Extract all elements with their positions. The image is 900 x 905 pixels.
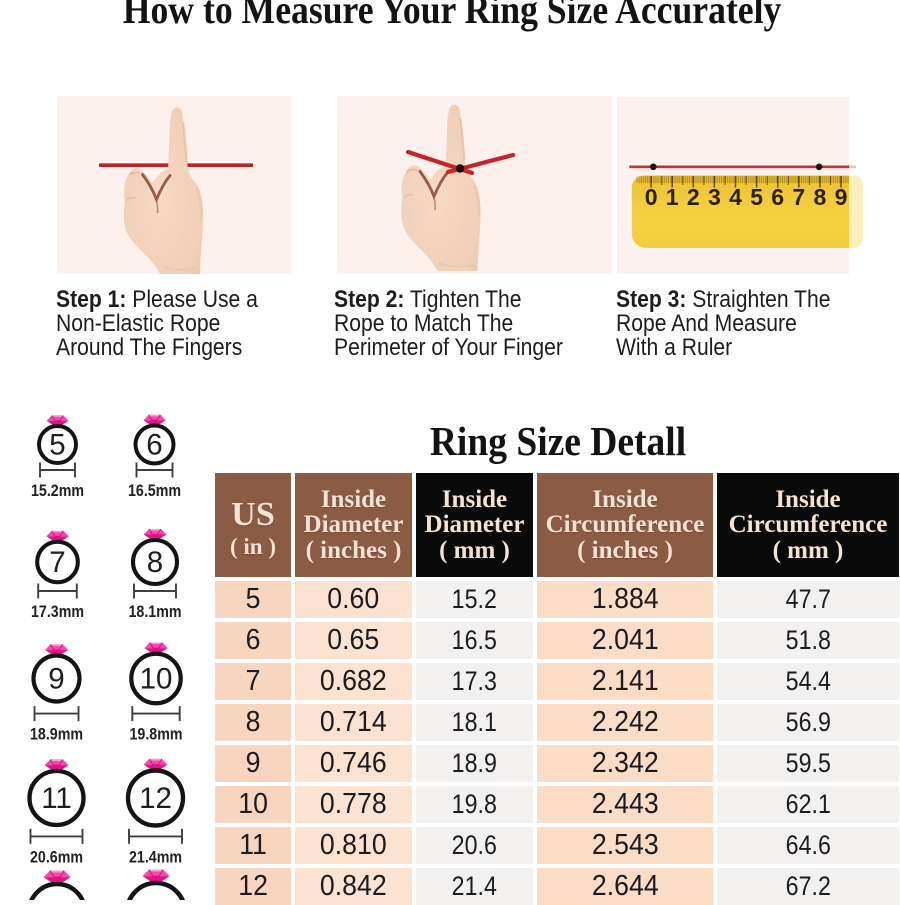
- svg-text:7: 7: [792, 184, 805, 210]
- svg-text:5: 5: [750, 184, 763, 210]
- svg-text:20.6mm: 20.6mm: [30, 848, 83, 866]
- svg-text:9: 9: [835, 184, 848, 210]
- svg-text:8: 8: [814, 184, 827, 210]
- svg-text:17.3mm: 17.3mm: [31, 603, 84, 621]
- svg-text:10: 10: [140, 663, 173, 696]
- svg-text:4: 4: [729, 184, 742, 210]
- svg-text:21.4mm: 21.4mm: [129, 848, 182, 866]
- svg-text:18.9mm: 18.9mm: [30, 726, 83, 744]
- svg-text:5: 5: [49, 429, 65, 462]
- svg-text:6: 6: [771, 184, 784, 210]
- svg-text:1: 1: [666, 184, 679, 210]
- svg-text:16.5mm: 16.5mm: [128, 482, 181, 500]
- svg-text:9: 9: [48, 663, 64, 696]
- svg-text:11: 11: [41, 782, 72, 815]
- svg-text:18.1mm: 18.1mm: [129, 603, 182, 621]
- svg-text:6: 6: [146, 429, 162, 462]
- svg-text:8: 8: [147, 546, 163, 579]
- svg-text:3: 3: [708, 184, 721, 210]
- svg-text:7: 7: [49, 546, 65, 579]
- svg-text:15.2mm: 15.2mm: [31, 482, 84, 500]
- svg-text:12: 12: [139, 782, 172, 815]
- svg-text:2: 2: [687, 184, 700, 210]
- svg-text:19.8mm: 19.8mm: [130, 726, 183, 744]
- svg-text:0: 0: [645, 184, 658, 210]
